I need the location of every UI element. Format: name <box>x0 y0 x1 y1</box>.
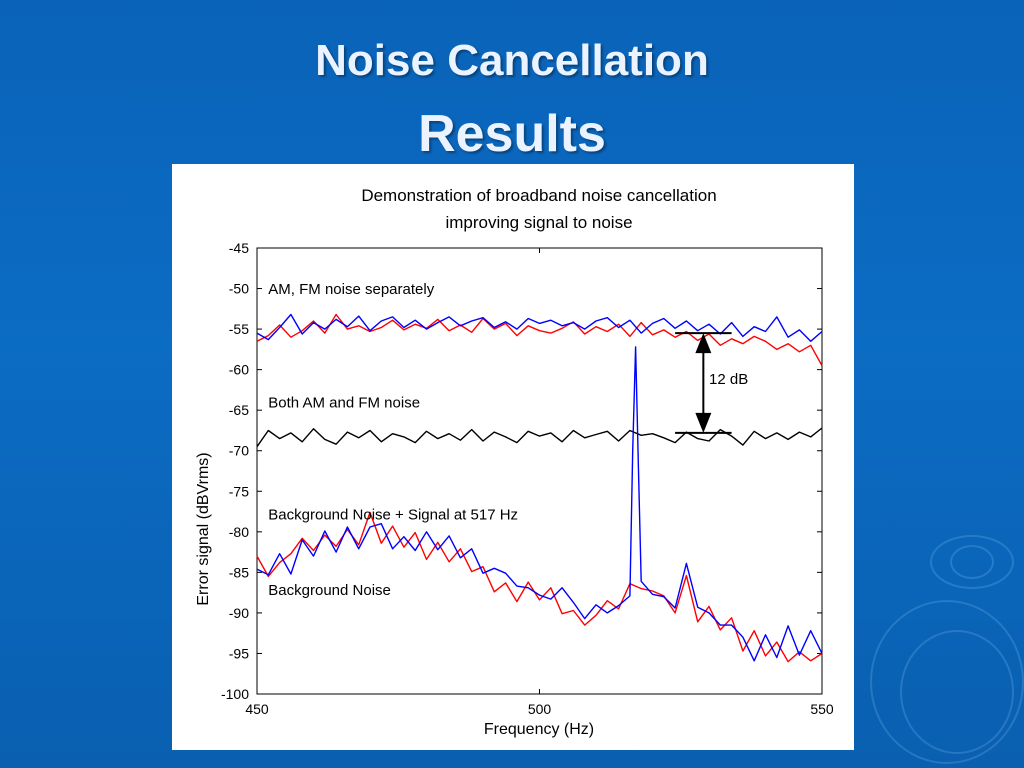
dimension-arrowhead-up <box>695 333 712 354</box>
ripple-decoration <box>900 630 1014 754</box>
dimension-arrowhead-down <box>695 412 712 433</box>
slide-subtitle: Results <box>418 105 606 163</box>
chart-svg: Demonstration of broadband noise cancell… <box>195 186 834 738</box>
series-line <box>256 313 823 366</box>
chart-figure: Demonstration of broadband noise cancell… <box>172 164 854 750</box>
y-tick-label: -60 <box>229 362 249 378</box>
chart-title: Demonstration of broadband noise cancell… <box>361 186 716 205</box>
chart-annotation: 12 dB <box>709 371 748 388</box>
x-tick-label: 500 <box>528 701 552 717</box>
x-tick-label: 450 <box>245 701 269 717</box>
plot-frame <box>256 247 823 695</box>
y-axis-label: Error signal (dBVrms) <box>195 452 212 605</box>
y-tick-label: -70 <box>229 443 249 459</box>
series-line <box>256 346 823 662</box>
y-tick-label: -95 <box>229 645 249 661</box>
x-axis-label: Frequency (Hz) <box>484 721 594 738</box>
chart-subtitle: improving signal to noise <box>445 213 632 232</box>
y-tick-label: -50 <box>229 281 249 297</box>
x-tick-label: 550 <box>810 701 834 717</box>
y-tick-label: -100 <box>221 686 249 702</box>
series-line <box>256 427 823 448</box>
y-tick-label: -45 <box>229 240 249 256</box>
chart-annotation: AM, FM noise separately <box>268 281 434 298</box>
chart-annotation: Background Noise <box>268 582 391 599</box>
chart-annotation: Background Noise + Signal at 517 Hz <box>268 507 518 524</box>
chart-annotation: Both AM and FM noise <box>268 395 420 412</box>
ripple-decoration <box>870 600 1024 764</box>
y-tick-label: -75 <box>229 483 249 499</box>
ripple-decoration <box>930 535 1014 589</box>
y-tick-label: -85 <box>229 564 249 580</box>
slide-title: Noise Cancellation <box>315 36 709 85</box>
y-tick-label: -55 <box>229 321 249 337</box>
y-tick-label: -65 <box>229 402 249 418</box>
y-tick-label: -90 <box>229 605 249 621</box>
y-tick-label: -80 <box>229 524 249 540</box>
series-line <box>256 313 823 343</box>
